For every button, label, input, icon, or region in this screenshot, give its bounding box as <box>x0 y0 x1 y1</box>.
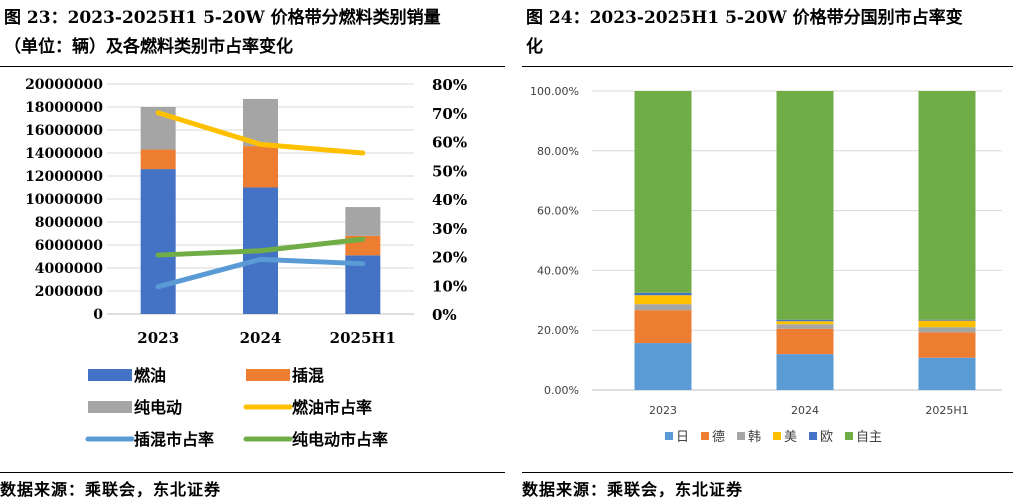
figure-23-top-rule <box>0 66 505 67</box>
bar-segment <box>776 319 834 322</box>
share-line <box>155 110 366 156</box>
bar-segment <box>243 146 278 188</box>
bar-segment <box>634 310 692 344</box>
y2-tick-label: 30% <box>432 220 467 238</box>
bar-segment <box>634 292 692 296</box>
figure-24-title-line2: 化 <box>526 37 543 57</box>
y-tick-label: 80.00% <box>537 145 579 158</box>
y2-tick-label: 50% <box>432 162 467 180</box>
legend-swatch <box>246 369 290 381</box>
bar-segment <box>918 91 976 320</box>
bar-segment <box>140 149 176 170</box>
y-tick-label: 2000000 <box>35 284 103 300</box>
legend-label: 美 <box>784 430 797 445</box>
figure-24-source: 数据来源：乘联会，东北证券 <box>522 480 744 499</box>
legend-label: 插混市占率 <box>134 430 214 449</box>
bar-segment <box>634 91 692 293</box>
legend-swatch <box>773 432 781 440</box>
y2-tick-label: 80% <box>432 76 467 94</box>
y-tick-label: 8000000 <box>35 215 103 231</box>
y-tick-label: 12000000 <box>25 169 103 185</box>
bar-segment <box>918 320 976 328</box>
y-tick-label: 60.00% <box>537 205 579 218</box>
y-tick-label: 100.00% <box>530 85 579 98</box>
country-share-chart: 100.00% 80.00% 60.00% 40.00% 20.00% 0.00% 2023… <box>530 85 1002 445</box>
figure-23-title-line1: 图 23：2023-2025H1 5-20W 价格带分燃料类别销量 <box>4 8 441 28</box>
legend-label: 燃油市占率 <box>292 398 372 417</box>
figure-23-bottom-rule <box>0 472 505 473</box>
y2-tick-label: 20% <box>432 249 467 267</box>
share-line <box>155 256 366 290</box>
y-tick-label: 40.00% <box>537 264 579 277</box>
bar-segment <box>634 295 692 305</box>
figure-23-panel: 图 23：2023-2025H1 5-20W 价格带分燃料类别销量 （单位：辆）… <box>0 0 505 503</box>
x-tick-label: 2025H1 <box>330 329 396 347</box>
bar-segment <box>634 343 692 390</box>
y-tick-label: 0 <box>93 307 103 323</box>
x-tick-label: 2023 <box>649 404 677 417</box>
figure-24-panel: 图 24：2023-2025H1 5-20W 价格带分国别市占率变 化 100.… <box>522 0 1013 503</box>
y2-tick-label: 10% <box>432 277 467 295</box>
y2-tick-label: 40% <box>432 191 467 209</box>
legend-swatch <box>809 432 817 440</box>
share-line <box>155 236 366 258</box>
y2-tick-label: 70% <box>432 105 467 123</box>
legend-swatch <box>88 369 132 381</box>
legend-label: 纯电动 <box>134 398 182 417</box>
legend-label: 德 <box>712 430 725 445</box>
figure-23-title-line2: （单位：辆）及各燃料类别市占率变化 <box>4 37 293 57</box>
figure-23-source: 数据来源：乘联会，东北证券 <box>0 480 222 499</box>
legend-label: 插混 <box>292 366 324 385</box>
legend-label: 纯电动市占率 <box>292 430 388 449</box>
legend-label: 日 <box>676 430 689 445</box>
bar-segment <box>776 321 834 325</box>
y-tick-label: 20.00% <box>537 324 579 337</box>
legend-swatch <box>701 432 709 440</box>
bar-segment <box>140 169 176 314</box>
x-tick-label: 2025H1 <box>925 404 968 417</box>
legend-label: 燃油 <box>134 366 166 385</box>
figure-24-title-line1: 图 24：2023-2025H1 5-20W 价格带分国别市占率变 <box>526 8 963 28</box>
y2-tick-label: 60% <box>432 134 467 152</box>
figure-24-title: 图 24：2023-2025H1 5-20W 价格带分国别市占率变 化 <box>522 4 1013 62</box>
bar-segment <box>634 304 692 311</box>
legend-swatch <box>845 432 853 440</box>
bar-segment <box>776 324 834 329</box>
figure-23-title: 图 23：2023-2025H1 5-20W 价格带分燃料类别销量 （单位：辆）… <box>0 4 505 62</box>
bar-segment <box>918 357 976 390</box>
bar-segment <box>776 91 834 320</box>
y-tick-label: 10000000 <box>25 192 103 208</box>
y-tick-label: 14000000 <box>25 146 103 162</box>
y-tick-label: 20000000 <box>25 77 103 93</box>
y-tick-label: 0.00% <box>544 384 579 397</box>
bar-segment <box>345 207 381 236</box>
legend-label: 欧 <box>820 430 833 445</box>
legend-swatch <box>737 432 745 440</box>
bar-segment <box>776 328 834 355</box>
x-tick-label: 2024 <box>240 329 282 347</box>
y-tick-label: 16000000 <box>25 123 103 139</box>
y-tick-label: 4000000 <box>35 261 103 277</box>
legend-swatch <box>88 401 132 413</box>
legend-swatch <box>665 432 673 440</box>
x-tick-label: 2023 <box>137 329 179 347</box>
legend-label: 自主 <box>856 430 882 445</box>
figure-24-bottom-rule <box>522 472 1013 473</box>
bar-segment <box>776 354 834 390</box>
y-tick-label: 6000000 <box>35 238 103 254</box>
y2-tick-label: 0% <box>432 306 457 324</box>
x-tick-label: 2024 <box>791 404 819 417</box>
fuel-type-chart: 2000000018000000160000001400000012000000… <box>25 76 467 449</box>
bar-segment <box>918 327 976 333</box>
bar-segment <box>918 319 976 321</box>
bar-segment <box>918 332 976 358</box>
figure-24-top-rule <box>522 66 1013 67</box>
legend-label: 韩 <box>748 430 761 445</box>
y-tick-label: 18000000 <box>25 100 103 116</box>
